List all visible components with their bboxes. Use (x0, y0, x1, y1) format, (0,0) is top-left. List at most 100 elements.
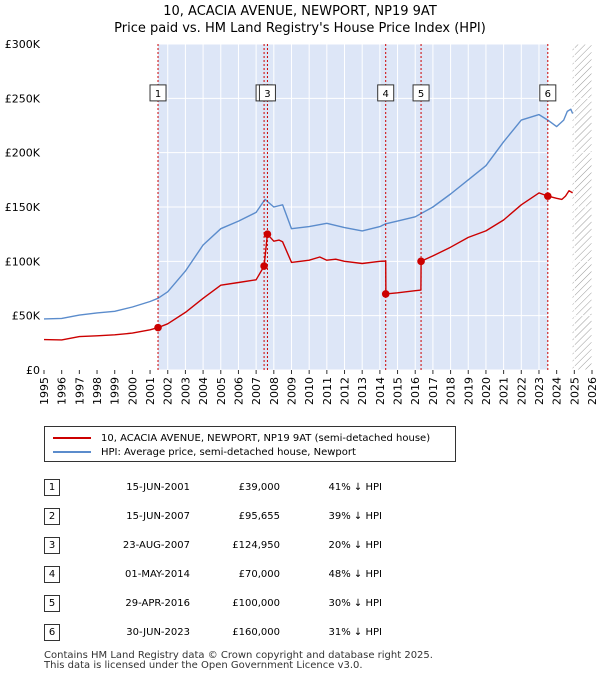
transaction-row: 6 30-JUN-2023 £160,000 31% ↓ HPI (44, 618, 382, 647)
transaction-hpi: 48% ↓ HPI (328, 569, 382, 580)
sale-label: 6 (545, 89, 551, 100)
transaction-num: 4 (44, 566, 60, 583)
x-tick-label: 2025 (568, 377, 581, 405)
sale-label-box (258, 84, 276, 102)
x-tick-label: 2026 (586, 377, 599, 405)
x-tick-label: 2022 (515, 377, 528, 405)
sale-label: 3 (264, 89, 270, 100)
x-tick-label: 2017 (427, 377, 440, 405)
x-tick-label: 2010 (303, 377, 316, 405)
transaction-num-cell: 6 (44, 618, 60, 647)
transaction-num: 5 (44, 595, 60, 612)
legend-swatch-blue (53, 451, 91, 453)
y-tick-label: £200K (5, 147, 41, 160)
transaction-date: 30-JUN-2023 (126, 627, 190, 638)
sale-label: 1 (155, 89, 161, 100)
x-tick-label: 2009 (285, 377, 298, 405)
transactions-table: 1 15-JUN-2001 £39,000 41% ↓ HPI 2 15-JUN-2007… (44, 473, 382, 647)
sale-label: 5 (418, 89, 424, 100)
y-tick-label: £150K (5, 201, 41, 214)
price-chart: 123456 £0£50K£100K£150K£200K£250K£300K19… (5, 38, 599, 405)
footer-line-2: This data is licensed under the Open Gov… (44, 660, 363, 671)
series-line-property (44, 190, 573, 341)
chart-title: 10, ACACIA AVENUE, NEWPORT, NP19 9AT Pri… (0, 3, 600, 37)
series-line-hpi (44, 108, 574, 320)
x-tick-label: 2015 (392, 377, 405, 405)
transaction-date: 29-APR-2016 (125, 598, 190, 609)
sale-label-box (149, 84, 167, 102)
transaction-num-cell: 5 (44, 589, 60, 618)
x-tick-label: 2001 (144, 377, 157, 405)
transaction-date: 15-JUN-2001 (126, 482, 190, 493)
transaction-hpi: 41% ↓ HPI (328, 482, 382, 493)
transaction-hpi: 20% ↓ HPI (328, 540, 382, 551)
transaction-num-cell: 4 (44, 560, 60, 589)
x-tick-label: 2019 (462, 377, 475, 405)
transaction-num: 1 (44, 479, 60, 496)
y-tick-label: £250K (5, 92, 41, 105)
transaction-price: £124,950 (232, 540, 280, 551)
transaction-num-cell: 1 (44, 473, 60, 502)
x-tick-label: 2024 (551, 377, 564, 405)
x-tick-label: 2016 (409, 377, 422, 405)
transaction-price: £100,000 (232, 598, 280, 609)
x-tick-label: 2006 (232, 377, 245, 405)
transaction-date: 01-MAY-2014 (124, 569, 190, 580)
x-tick-label: 2020 (480, 377, 493, 405)
sale-label: 4 (383, 89, 389, 100)
transaction-num: 3 (44, 537, 60, 554)
transaction-row: 3 23-AUG-2007 £124,950 20% ↓ HPI (44, 531, 382, 560)
legend-swatch-red (53, 437, 91, 439)
transaction-hpi: 30% ↓ HPI (328, 598, 382, 609)
transaction-num: 2 (44, 508, 60, 525)
x-tick-label: 2014 (374, 377, 387, 405)
legend-label-hpi: HPI: Average price, semi-detached house,… (101, 446, 356, 458)
x-tick-label: 2013 (356, 377, 369, 405)
x-tick-label: 2008 (268, 377, 281, 405)
transaction-row: 4 01-MAY-2014 £70,000 48% ↓ HPI (44, 560, 382, 589)
sale-label-box (539, 84, 557, 102)
legend-item-hpi: HPI: Average price, semi-detached house,… (53, 445, 356, 459)
transaction-row: 5 29-APR-2016 £100,000 30% ↓ HPI (44, 589, 382, 618)
x-tick-label: 1998 (91, 377, 104, 405)
sale-point (154, 323, 162, 332)
x-tick-label: 2007 (250, 377, 263, 405)
x-tick-label: 1995 (38, 377, 51, 405)
transaction-row: 2 15-JUN-2007 £95,655 39% ↓ HPI (44, 502, 382, 531)
sale-point (260, 262, 268, 270)
sale-point (263, 230, 272, 239)
x-tick-label: 2005 (215, 377, 228, 405)
transaction-hpi: 39% ↓ HPI (328, 511, 382, 522)
footer-line-1: Contains HM Land Registry data © Crown c… (44, 650, 433, 661)
transaction-price: £39,000 (238, 482, 280, 493)
y-tick-label: £300K (5, 38, 41, 51)
x-tick-label: 2012 (339, 377, 352, 405)
sale-point (381, 290, 390, 298)
sale-label-box (377, 84, 395, 102)
x-tick-label: 2004 (197, 377, 210, 405)
legend: 10, ACACIA AVENUE, NEWPORT, NP19 9AT (se… (44, 426, 456, 462)
title-line-1: 10, ACACIA AVENUE, NEWPORT, NP19 9AT (163, 4, 437, 19)
y-tick-label: £50K (12, 310, 41, 323)
sale-point (544, 192, 552, 200)
transaction-hpi: 31% ↓ HPI (328, 627, 382, 638)
sale-label-box (412, 84, 430, 102)
transaction-date: 23-AUG-2007 (122, 540, 190, 551)
x-tick-label: 2003 (179, 377, 192, 405)
legend-item-property: 10, ACACIA AVENUE, NEWPORT, NP19 9AT (se… (53, 431, 430, 445)
x-tick-label: 1996 (56, 377, 69, 405)
transaction-price: £160,000 (232, 627, 280, 638)
transaction-price: £95,655 (238, 511, 280, 522)
x-tick-label: 2011 (321, 377, 334, 405)
y-tick-label: £0 (26, 364, 40, 377)
x-tick-label: 2000 (126, 377, 139, 405)
x-tick-label: 1999 (109, 377, 122, 405)
transaction-date: 15-JUN-2007 (126, 511, 190, 522)
x-tick-label: 2023 (533, 377, 546, 405)
footer: Contains HM Land Registry data © Crown c… (44, 651, 433, 671)
x-tick-label: 2018 (445, 377, 458, 405)
transaction-row: 1 15-JUN-2001 £39,000 41% ↓ HPI (44, 473, 382, 502)
legend-label-property: 10, ACACIA AVENUE, NEWPORT, NP19 9AT (se… (101, 432, 431, 444)
y-tick-label: £100K (5, 255, 41, 268)
x-tick-label: 2021 (498, 377, 511, 405)
